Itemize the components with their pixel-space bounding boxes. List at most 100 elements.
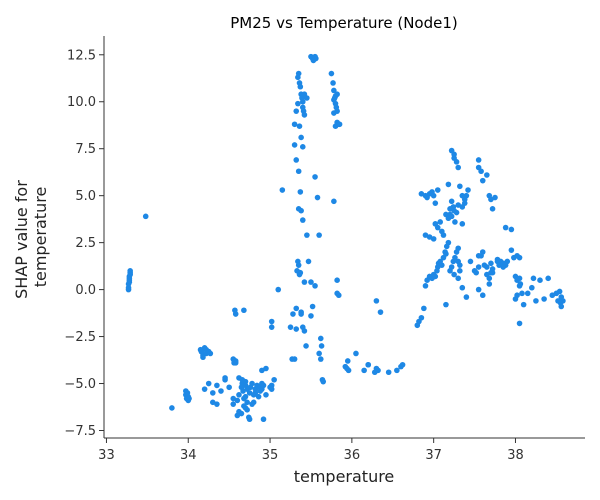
y-axis-title-line-1: SHAP value for [12, 180, 31, 299]
data-point [209, 390, 216, 396]
data-point [293, 326, 300, 332]
data-point [200, 354, 206, 361]
data-point [489, 206, 496, 212]
data-point [484, 264, 490, 270]
data-point [475, 157, 482, 163]
data-point [287, 324, 294, 330]
data-point [475, 252, 482, 259]
data-point [328, 70, 335, 77]
data-point [451, 271, 457, 278]
data-point [461, 200, 468, 206]
y-tick-label: −5.0 [64, 377, 96, 392]
data-point [232, 311, 239, 317]
data-point [455, 164, 462, 171]
data-point [297, 189, 304, 195]
data-point [545, 275, 551, 282]
data-point [484, 172, 490, 178]
data-point [452, 219, 458, 225]
data-point [440, 232, 447, 238]
data-point [445, 239, 452, 246]
data-point [430, 236, 437, 242]
data-point [279, 187, 286, 193]
data-point [330, 80, 336, 86]
data-points [125, 53, 566, 423]
data-point [455, 275, 462, 282]
y-tick-label: 2.5 [75, 236, 96, 251]
data-point [459, 192, 466, 199]
data-point [201, 386, 208, 392]
data-point [263, 391, 269, 398]
data-point [479, 177, 486, 184]
data-point [298, 134, 304, 141]
data-point [291, 356, 298, 362]
data-point [500, 264, 506, 270]
data-point [488, 260, 494, 267]
data-point [508, 226, 515, 233]
data-point [556, 288, 563, 295]
data-point [293, 108, 300, 114]
data-point [268, 324, 275, 330]
data-point [312, 174, 318, 180]
data-point [459, 221, 466, 227]
data-point [516, 320, 523, 327]
data-point [452, 254, 458, 261]
data-point [305, 258, 312, 265]
y-axis-title: SHAP value for temperature [12, 180, 50, 299]
data-point [316, 232, 322, 238]
data-point [127, 268, 133, 274]
data-point [475, 164, 482, 171]
y-tick-label: −7.5 [64, 424, 96, 439]
data-point [457, 183, 463, 190]
data-point [296, 123, 303, 129]
data-point [516, 275, 523, 282]
data-point [448, 198, 455, 205]
data-point [421, 305, 427, 312]
data-point [222, 376, 228, 383]
data-point [353, 350, 359, 357]
data-point [304, 95, 310, 101]
data-point [250, 399, 257, 406]
data-point [320, 378, 327, 385]
data-point [290, 311, 296, 317]
data-point [479, 249, 486, 255]
data-point [448, 213, 455, 220]
data-point [345, 367, 352, 374]
data-point [214, 382, 220, 389]
data-point [453, 209, 460, 216]
data-point [517, 281, 524, 287]
data-point [303, 343, 309, 349]
data-point [268, 318, 275, 325]
data-point [295, 262, 302, 268]
data-point [298, 311, 304, 317]
data-point [432, 200, 439, 206]
data-point [463, 192, 470, 199]
data-point [430, 192, 437, 199]
data-point [331, 87, 337, 94]
data-point [508, 247, 515, 253]
data-point [301, 279, 308, 285]
data-point [301, 112, 308, 118]
data-point [205, 380, 212, 387]
data-point [439, 262, 445, 268]
data-point [242, 393, 249, 400]
data-point [246, 416, 253, 423]
data-point [529, 284, 535, 291]
data-point [312, 283, 318, 289]
y-axis-title-line-2: temperature [31, 187, 50, 288]
data-point [299, 144, 306, 150]
data-point [560, 298, 566, 304]
y-tick-label: 12.5 [67, 48, 96, 63]
data-point [453, 159, 460, 165]
data-point [365, 361, 372, 368]
data-point [169, 405, 175, 411]
y-tick-label: 0.0 [75, 283, 96, 298]
data-point [445, 181, 452, 188]
data-point [486, 281, 493, 287]
data-point [295, 70, 302, 77]
data-point [318, 343, 325, 349]
data-point [260, 382, 267, 389]
data-point [242, 378, 249, 385]
data-point [244, 399, 250, 406]
data-point [434, 224, 441, 231]
chart-title: PM25 vs Temperature (Node1) [230, 14, 457, 32]
